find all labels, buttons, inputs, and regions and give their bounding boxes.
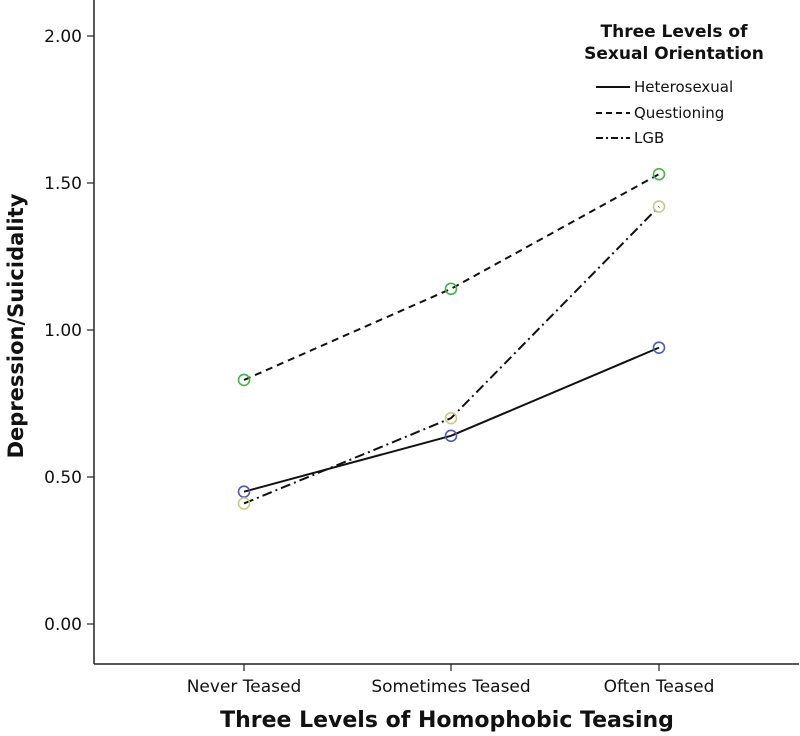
legend-label-lgb: LGB xyxy=(634,129,664,147)
y-tick-label: 0.00 xyxy=(44,615,82,635)
x-tick-label: Never Teased xyxy=(187,677,302,697)
legend: Three Levels of Sexual Orientation Heter… xyxy=(584,22,764,147)
axes xyxy=(93,0,799,665)
series-line-heterosexual xyxy=(243,346,660,493)
y-axis-label: Depression/Suicidality xyxy=(4,193,28,458)
y-tick-label: 1.00 xyxy=(44,321,82,341)
legend-items: Heterosexual Questioning LGB xyxy=(596,78,733,147)
x-tick-label: Often Teased xyxy=(604,677,715,697)
y-tick-label: 2.00 xyxy=(44,27,82,47)
y-tick-label: 0.50 xyxy=(44,468,82,488)
marker-lgb xyxy=(237,497,251,510)
marker-questioning xyxy=(444,282,458,296)
legend-label-heterosexual: Heterosexual xyxy=(634,78,733,96)
marker-lgb xyxy=(652,200,666,213)
series-line-questioning xyxy=(243,173,660,381)
marker-heterosexual xyxy=(652,341,666,354)
series-group xyxy=(243,173,660,505)
x-tick-label: Sometimes Teased xyxy=(371,677,530,697)
y-tick-label: 1.50 xyxy=(44,174,82,194)
markers-group xyxy=(237,167,666,510)
legend-title-line-2: Sexual Orientation xyxy=(584,44,764,64)
x-ticks: Never Teased Sometimes Teased Often Teased xyxy=(187,664,715,697)
y-ticks: 0.00 0.50 1.00 1.50 2.00 xyxy=(44,27,94,635)
marker-heterosexual xyxy=(444,429,458,443)
marker-questioning xyxy=(237,373,251,387)
legend-title-line-1: Three Levels of xyxy=(601,22,749,42)
marker-lgb xyxy=(444,411,458,425)
series-line-lgb xyxy=(243,205,660,505)
marker-questioning xyxy=(652,167,666,181)
x-axis-label: Three Levels of Homophobic Teasing xyxy=(220,708,674,733)
legend-label-questioning: Questioning xyxy=(634,104,724,122)
